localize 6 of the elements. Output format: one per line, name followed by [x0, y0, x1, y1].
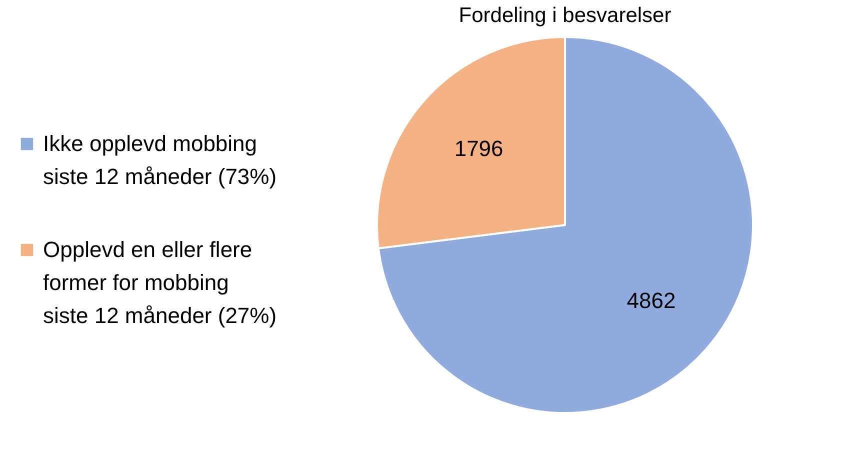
data-label: 1796 — [454, 136, 504, 161]
legend-label: Ikke opplevd mobbing siste 12 måneder (73%) — [43, 131, 277, 189]
chart-title: Fordeling i besvarelser — [458, 4, 672, 27]
data-label: 4862 — [626, 288, 676, 314]
legend-label: Opplevd en eller flere former for mobbing siste 12 måneder (27%) — [43, 237, 277, 328]
pie-slice — [377, 36, 754, 414]
